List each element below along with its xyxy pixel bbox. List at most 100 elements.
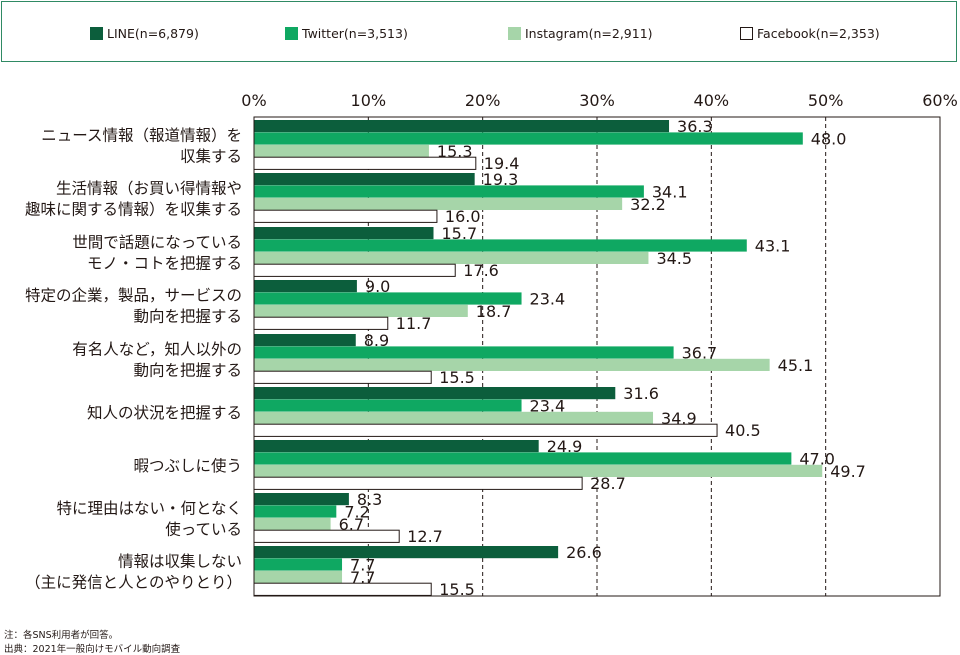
value-label: 36.7	[682, 343, 718, 362]
legend-item: Instagram(n=2,911)	[508, 25, 653, 41]
x-tick-label: 40%	[694, 91, 730, 110]
bar	[254, 505, 337, 518]
value-label: 11.7	[396, 314, 432, 333]
bar	[254, 280, 357, 293]
x-tick-label: 20%	[465, 91, 501, 110]
value-label: 34.1	[652, 182, 688, 201]
value-label: 31.6	[623, 384, 659, 403]
value-label: 23.4	[530, 396, 566, 415]
bar	[254, 197, 623, 210]
category-label: 有名人など，知人以外の	[72, 340, 242, 358]
category-label: （主に発信と人とのやりとり）	[25, 573, 242, 591]
value-label: 7.7	[350, 568, 375, 587]
bar	[254, 346, 674, 359]
bar	[254, 239, 747, 252]
bar	[254, 173, 475, 186]
legend-swatch	[285, 26, 298, 40]
bar	[254, 358, 770, 371]
bar	[254, 493, 349, 506]
value-label: 8.9	[364, 331, 389, 350]
bar	[254, 411, 654, 424]
bar	[254, 452, 792, 465]
category-label: 特に理由はない・何となく	[56, 499, 242, 517]
category-label: 世間で話題になっている	[72, 233, 242, 251]
category-label: 収集する	[180, 147, 242, 165]
value-label: 45.1	[778, 356, 814, 375]
value-label: 15.5	[439, 580, 475, 599]
category-label: モノ・コトを把握する	[87, 254, 242, 272]
bar	[254, 517, 331, 530]
x-tick-label: 0%	[241, 91, 266, 110]
value-label: 32.2	[630, 195, 666, 214]
legend-swatch	[508, 26, 521, 40]
value-label: 15.3	[437, 142, 473, 161]
x-tick-label: 50%	[808, 91, 844, 110]
category-label: 動向を把握する	[133, 361, 242, 379]
value-label: 7.7	[350, 555, 375, 574]
legend-swatch	[90, 26, 103, 40]
value-label: 40.5	[725, 421, 761, 440]
bar	[254, 440, 539, 453]
category-label: 暇つぶしに使う	[133, 457, 242, 475]
value-label: 23.4	[530, 289, 566, 308]
bar	[253, 423, 718, 437]
bar	[254, 546, 559, 559]
category-label: ニュース情報（報道情報）を	[41, 126, 242, 144]
value-label: 9.0	[365, 277, 390, 296]
source-note: 出典：2021年一般向けモバイル動向調査	[4, 644, 181, 655]
value-label: 24.9	[547, 437, 583, 456]
value-label: 47.0	[799, 449, 835, 468]
legend-label: Instagram(n=2,911)	[525, 25, 653, 41]
bar	[254, 304, 468, 317]
value-label: 18.7	[476, 302, 512, 321]
value-label: 43.1	[755, 236, 791, 255]
value-label: 17.6	[463, 261, 499, 280]
value-label: 36.3	[677, 117, 713, 136]
x-tick-label: 60%	[922, 91, 958, 110]
bar	[254, 292, 522, 305]
legend-label: Twitter(n=3,513)	[302, 25, 408, 41]
category-label: 知人の状況を把握する	[87, 404, 242, 422]
bar	[254, 334, 356, 347]
bar	[254, 251, 649, 264]
bar	[253, 476, 583, 490]
value-label: 16.0	[445, 207, 481, 226]
bar	[254, 558, 343, 571]
value-label: 49.7	[830, 462, 866, 481]
legend-swatch	[740, 26, 753, 40]
x-tick-label: 10%	[351, 91, 387, 110]
category-label: 趣味に関する情報）を収集する	[25, 200, 242, 218]
value-label: 19.3	[483, 170, 519, 189]
legend-item: LINE(n=6,879)	[90, 25, 199, 41]
category-label: 情報は収集しない	[118, 552, 242, 570]
value-label: 48.0	[811, 129, 847, 148]
bar	[254, 227, 434, 240]
bar	[253, 529, 400, 543]
bar	[253, 370, 432, 384]
value-label: 15.7	[442, 224, 478, 243]
value-label: 28.7	[590, 474, 626, 493]
bar	[254, 120, 670, 133]
bar	[254, 387, 616, 400]
legend-label: LINE(n=6,879)	[107, 25, 199, 41]
legend-label: Facebook(n=2,353)	[757, 25, 880, 41]
value-label: 34.9	[661, 409, 697, 428]
plot-frame	[253, 116, 941, 597]
bar	[253, 582, 432, 596]
bar	[254, 570, 343, 583]
category-label: 動向を把握する	[133, 307, 242, 325]
bar	[254, 464, 823, 477]
value-label: 26.6	[566, 543, 602, 562]
value-label: 19.4	[484, 154, 520, 173]
legend-item: Facebook(n=2,353)	[740, 25, 880, 41]
bar	[254, 132, 803, 145]
value-label: 12.7	[407, 527, 443, 546]
bar	[253, 316, 389, 330]
legend-item: Twitter(n=3,513)	[285, 25, 408, 41]
value-label: 15.5	[439, 368, 475, 387]
footnote: 注：各SNS利用者が回答。	[4, 630, 119, 641]
bar	[253, 209, 438, 223]
category-label: 生活情報（お買い得情報や	[56, 179, 242, 197]
bar	[253, 263, 456, 277]
chart-legend: LINE(n=6,879) Twitter(n=3,513) Instagram(n…	[1, 1, 957, 62]
